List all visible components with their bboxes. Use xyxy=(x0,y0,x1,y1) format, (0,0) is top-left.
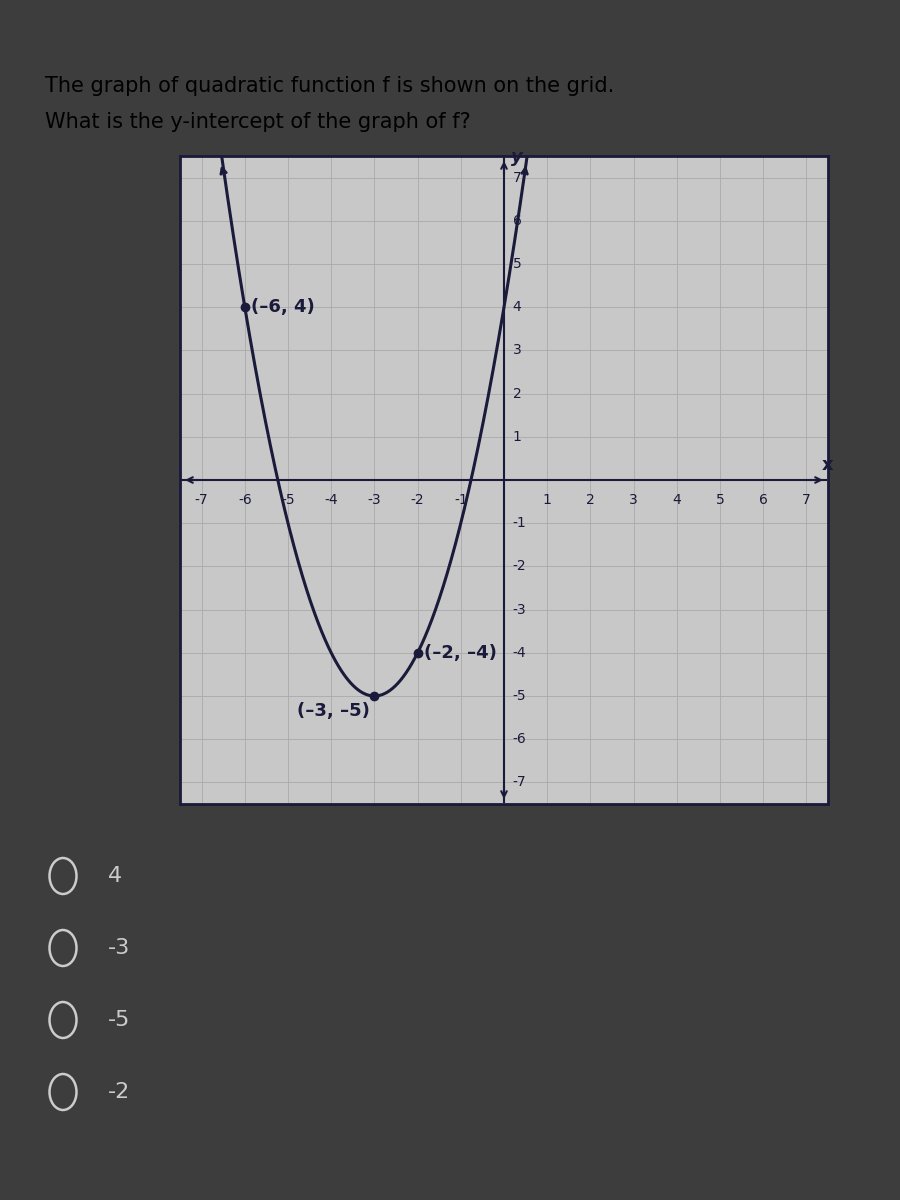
Text: 2: 2 xyxy=(513,386,521,401)
Text: -1: -1 xyxy=(454,493,468,506)
Text: 6: 6 xyxy=(513,214,521,228)
Text: x: x xyxy=(823,456,833,474)
Text: y: y xyxy=(511,148,523,166)
Text: 3: 3 xyxy=(629,493,638,506)
Text: 1: 1 xyxy=(513,430,521,444)
Text: What is the y-intercept of the graph of f?: What is the y-intercept of the graph of … xyxy=(45,112,471,132)
Text: (–3, –5): (–3, –5) xyxy=(297,702,370,720)
Text: 4: 4 xyxy=(513,300,521,314)
Text: -2: -2 xyxy=(410,493,425,506)
Text: 4: 4 xyxy=(108,866,122,886)
Text: 7: 7 xyxy=(513,170,521,185)
Text: 5: 5 xyxy=(513,257,521,271)
Text: -7: -7 xyxy=(194,493,209,506)
Text: -6: -6 xyxy=(238,493,252,506)
Text: -3: -3 xyxy=(367,493,382,506)
Text: -5: -5 xyxy=(281,493,295,506)
Text: -5: -5 xyxy=(513,689,526,703)
Text: -6: -6 xyxy=(513,732,526,746)
Text: -4: -4 xyxy=(513,646,526,660)
Text: -1: -1 xyxy=(513,516,526,530)
Text: (–2, –4): (–2, –4) xyxy=(424,643,497,661)
Text: 1: 1 xyxy=(543,493,552,506)
Text: -3: -3 xyxy=(108,938,130,958)
Text: 3: 3 xyxy=(513,343,521,358)
Text: -5: -5 xyxy=(108,1010,130,1030)
Text: -2: -2 xyxy=(108,1082,130,1102)
Text: -2: -2 xyxy=(513,559,526,574)
Text: -4: -4 xyxy=(324,493,338,506)
Text: 4: 4 xyxy=(672,493,681,506)
Text: (–6, 4): (–6, 4) xyxy=(251,298,315,316)
Text: 2: 2 xyxy=(586,493,595,506)
Text: 6: 6 xyxy=(759,493,768,506)
Text: -7: -7 xyxy=(513,775,526,790)
Text: 7: 7 xyxy=(802,493,811,506)
Text: -3: -3 xyxy=(513,602,526,617)
Text: 5: 5 xyxy=(716,493,724,506)
Text: The graph of quadratic function f is shown on the grid.: The graph of quadratic function f is sho… xyxy=(45,76,614,96)
